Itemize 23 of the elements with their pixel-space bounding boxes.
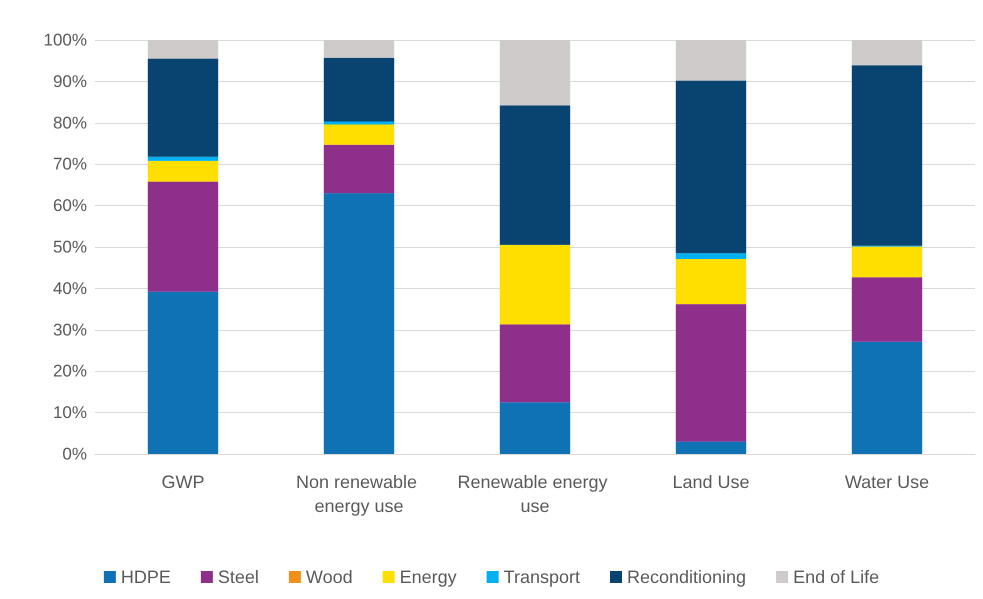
- legend-label: Steel: [218, 567, 259, 587]
- y-tick-label: 30%: [52, 320, 87, 340]
- y-tick-label: 20%: [52, 362, 87, 381]
- legend-label: Energy: [400, 567, 457, 587]
- x-tick-label: GWP: [162, 472, 204, 492]
- x-tick-label: Water Use: [844, 472, 930, 492]
- legend-label: Reconditioning: [626, 567, 746, 587]
- legend-label: Wood: [306, 567, 353, 587]
- y-tick-label: 10%: [52, 403, 87, 422]
- legend-label: End of Life: [793, 567, 880, 587]
- y-tick-label: 40%: [52, 278, 87, 298]
- y-tick-label: 70%: [52, 154, 87, 174]
- legend-label: Transport: [504, 567, 580, 587]
- y-tick-label: 80%: [52, 113, 87, 132]
- y-tick-label: 60%: [52, 196, 87, 216]
- legend-label: HDPE: [120, 567, 171, 587]
- x-tick-label: Renewable energy use: [457, 472, 613, 516]
- y-tick-label: 50%: [52, 238, 87, 256]
- x-tick-label: Land Use: [672, 472, 750, 492]
- y-tick-label: 100%: [44, 30, 87, 50]
- x-tick-label: Non renewable energy use: [296, 472, 422, 516]
- y-tick-label: 90%: [52, 72, 87, 91]
- y-tick-label: 0%: [62, 444, 87, 464]
